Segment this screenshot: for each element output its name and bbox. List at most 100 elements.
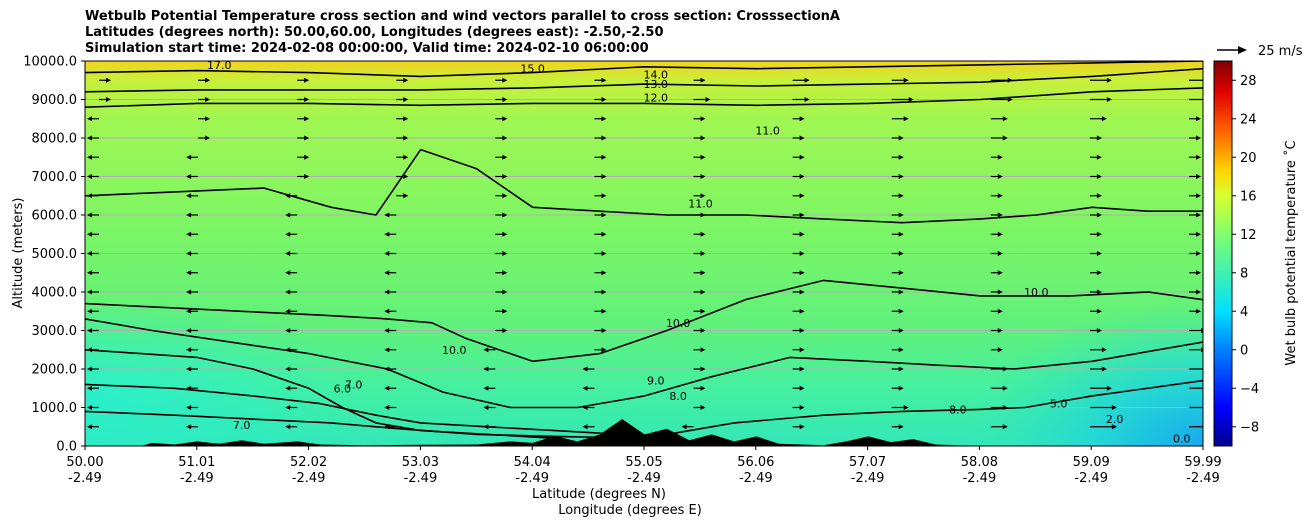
y-tick-label: 0.0 — [56, 440, 77, 455]
wind-vector-head — [1111, 424, 1117, 430]
contour-label: 14.0 — [644, 68, 669, 81]
wind-vector-head — [87, 174, 92, 179]
y-tick-label: 6000.0 — [32, 209, 78, 224]
wind-vector-head — [1196, 193, 1201, 199]
wind-vector-head — [1007, 97, 1013, 102]
contour-label: 17.0 — [207, 59, 232, 72]
wind-vector-head — [898, 289, 904, 295]
wind-vector-head — [1002, 135, 1008, 141]
wind-vector-head — [903, 77, 909, 83]
wind-vector-head — [1096, 308, 1102, 314]
wind-vector-head — [1002, 405, 1008, 410]
x-tick-latitude: 55.05 — [625, 455, 662, 470]
plot-area: 17.0 15.0 14.013.012.0 11.0 11.0 10.0 10.0 10.0… — [84, 59, 1204, 447]
wind-vector-head — [186, 270, 192, 276]
wind-vector-head — [903, 405, 909, 410]
quiver-key-label: 25 m/s — [1258, 44, 1303, 59]
wind-vector-head — [1096, 289, 1102, 295]
wind-vector-head — [700, 328, 706, 333]
wind-vector-head — [285, 424, 291, 430]
wind-vector-head — [87, 251, 92, 256]
wind-vector-head — [186, 385, 192, 391]
wind-vector-head — [502, 328, 508, 333]
wind-vector-head — [700, 347, 706, 353]
wind-vector-head — [700, 385, 706, 391]
wind-vector-head — [1096, 193, 1102, 199]
wind-vector-head — [186, 347, 192, 353]
wind-vectors — [87, 77, 1203, 430]
wind-vector-head — [700, 251, 706, 256]
wind-vector-head — [502, 308, 508, 314]
contour-label: 8.0 — [669, 390, 687, 403]
wind-vector-head — [1096, 231, 1102, 237]
wind-vector-head — [1196, 289, 1201, 295]
wind-vector-head — [601, 270, 607, 276]
wind-vector-head — [700, 289, 706, 295]
x-tick-longitude: -2.49 — [739, 471, 773, 486]
wind-vector-head — [285, 328, 291, 333]
wind-vector-head — [384, 385, 390, 391]
wind-vector-head — [403, 193, 409, 199]
x-axis-label-latitude: Latitude (degrees N) — [532, 487, 666, 502]
wind-vector-head — [898, 347, 904, 353]
wind-vector-head — [601, 174, 607, 179]
wind-vector-head — [403, 174, 409, 179]
wind-vector-head — [997, 231, 1003, 237]
wind-vector-head — [799, 251, 805, 256]
wind-vector-head — [1096, 212, 1102, 218]
wind-vector-head — [483, 366, 489, 372]
wind-vector-head — [205, 116, 211, 122]
wind-vector-head — [87, 385, 92, 391]
y-tick-label: 4000.0 — [32, 286, 78, 301]
wind-vector-head — [186, 424, 192, 430]
wind-vector-head — [700, 174, 706, 179]
wind-vector-head — [997, 347, 1003, 353]
wind-vector-head — [1196, 308, 1201, 314]
wind-vector-head — [384, 231, 390, 237]
wind-vector-head — [898, 270, 904, 276]
wind-vector-head — [898, 212, 904, 218]
wind-vector-head — [898, 251, 904, 256]
wind-vector-head — [87, 424, 92, 430]
wind-vector-head — [700, 116, 706, 122]
wind-vector-head — [582, 405, 588, 410]
wind-vector-head — [700, 212, 706, 218]
wind-vector-head — [1096, 328, 1102, 333]
contour-label: 9.0 — [647, 375, 665, 388]
cold-pool-region — [960, 300, 1203, 446]
wind-vector-head — [502, 77, 508, 83]
wind-vector-head — [898, 135, 904, 141]
wind-vector-head — [700, 154, 706, 160]
wind-vector-head — [799, 424, 805, 430]
wind-vector-head — [997, 328, 1003, 333]
y-tick-label: 8000.0 — [32, 132, 78, 147]
wind-vector-head — [1196, 231, 1201, 237]
wind-vector-head — [898, 385, 904, 391]
colorbar-tick-label: 24 — [1240, 112, 1257, 127]
x-tick-longitude: -2.49 — [404, 471, 438, 486]
wind-vector-head — [1196, 212, 1201, 218]
wind-vector-head — [700, 308, 706, 314]
wind-vector-head — [997, 193, 1003, 199]
wind-vector-head — [1106, 97, 1112, 102]
wind-vector-head — [285, 308, 291, 314]
title-line-2: Latitudes (degrees north): 50.00,60.00, … — [85, 25, 664, 40]
wind-vector-head — [601, 97, 607, 102]
wind-vector-head — [898, 366, 904, 372]
wind-vector-head — [285, 366, 291, 372]
wind-vector-head — [87, 193, 92, 199]
wind-vector-head — [799, 270, 805, 276]
wind-vector-head — [582, 385, 588, 391]
wind-vector-head — [582, 366, 588, 372]
contour-line-7.0 — [85, 383, 623, 436]
contour-label: 0.0 — [1173, 432, 1191, 445]
wind-vector-head — [700, 366, 706, 372]
wind-vector-head — [106, 77, 111, 83]
wind-vector-head — [285, 212, 291, 218]
wind-vector-head — [304, 77, 310, 83]
wind-vector-head — [799, 328, 805, 333]
x-tick-longitude: -2.49 — [1186, 471, 1220, 486]
wind-vector-head — [1002, 116, 1008, 122]
wind-vector-head — [898, 308, 904, 314]
wind-vector-head — [87, 366, 92, 372]
